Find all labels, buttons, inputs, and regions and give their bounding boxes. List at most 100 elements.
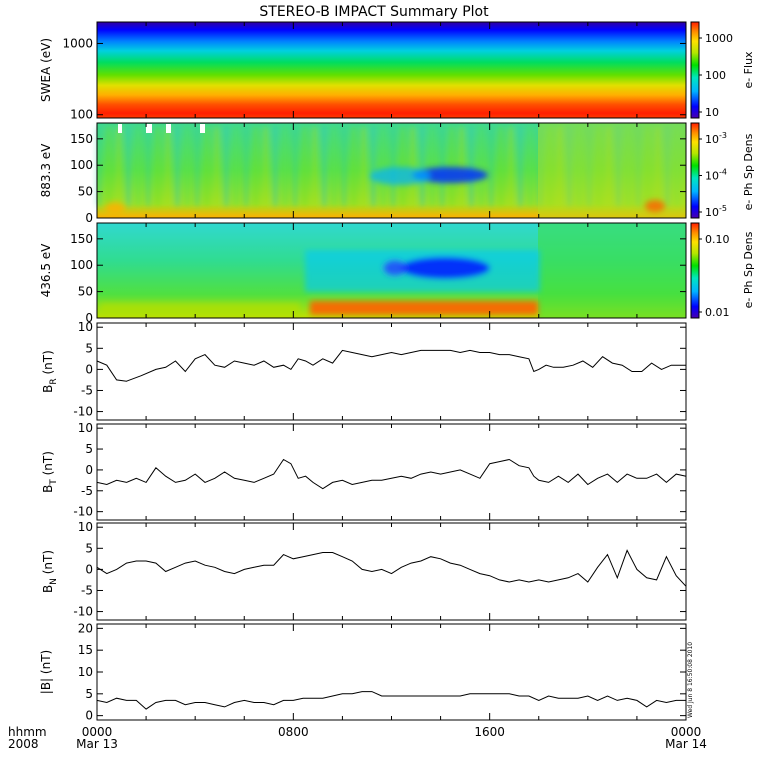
pa-883-texture-strip — [449, 127, 454, 206]
pa-436-right-region — [538, 223, 686, 318]
colorbar-tick-label: 10-3 — [705, 131, 727, 146]
x-tick-label: 0000 — [82, 725, 113, 739]
pa-883-texture-strip — [97, 127, 101, 206]
pa-883-texture-strip — [596, 127, 601, 206]
series-line — [96, 549, 687, 587]
pa-883-texture-strip — [508, 127, 513, 206]
colorbar-tick-label: 10-4 — [705, 168, 727, 183]
pa-883-texture-strip — [410, 127, 415, 206]
pa-883-texture-strip — [440, 127, 444, 206]
y-tick-label: 10 — [78, 320, 93, 334]
panel-frame — [96, 623, 687, 721]
pa-883-texture-strip — [195, 127, 199, 206]
y-tick-label: 10 — [78, 421, 93, 435]
pa-883-texture-strip — [283, 127, 288, 206]
pa-883-data-gap — [146, 124, 152, 133]
y-tick-label: 150 — [70, 232, 93, 246]
x-tick-label: 0800 — [278, 725, 309, 739]
colorbar-tick-label: 10 — [705, 106, 719, 119]
pa-883-texture-strip — [185, 127, 190, 206]
pa-883-texture-strip — [606, 127, 611, 206]
pa-883-blue-spot — [412, 167, 488, 183]
pa-883-texture-strip — [567, 127, 572, 206]
pa-883-texture-strip — [371, 127, 376, 206]
colorbar-1 — [690, 21, 700, 119]
y-tick-label: -10 — [73, 405, 93, 419]
y-tick-label: -10 — [73, 605, 93, 619]
pa-883-orange-spot — [645, 200, 665, 212]
pa-883-texture-strip — [430, 127, 435, 206]
pa-883-texture-strip — [381, 127, 386, 206]
y-tick-label: 1000 — [62, 36, 93, 50]
pa-883-texture-strip — [155, 127, 160, 206]
footer-time-label: hhmm — [8, 725, 47, 739]
swea-spectrogram-base — [97, 22, 686, 118]
pa-883-texture-strip — [244, 127, 248, 206]
x-tick-label: 1600 — [474, 725, 505, 739]
pa-883-texture-strip — [479, 127, 484, 206]
y-tick-label: 0 — [85, 211, 93, 225]
pa-883-texture-strip — [361, 127, 366, 206]
pa-883-texture-strip — [234, 127, 239, 206]
y-tick-label: 5 — [85, 442, 93, 456]
y-axis-label: BN (nT) — [41, 550, 59, 593]
pa-883-texture-strip — [538, 127, 542, 206]
pa-883-texture-strip — [587, 127, 591, 206]
pa-436-red-band — [310, 301, 538, 315]
pa-883-texture-strip — [626, 127, 631, 206]
y-axis-label: 436.5 eV — [39, 243, 53, 298]
pa-883-spots — [105, 167, 665, 214]
pa-883-texture-strip — [391, 127, 395, 206]
pa-883-texture-strip — [146, 127, 150, 206]
y-axis-label: 883.3 eV — [39, 143, 53, 198]
pa-883-texture-strip — [136, 127, 141, 206]
pa-883-data-gap — [118, 124, 122, 133]
pa-883-texture-strip — [214, 127, 219, 206]
pa-883-texture-strip — [342, 127, 346, 206]
panel-frame — [96, 522, 687, 621]
pa-883-texture-strip — [312, 127, 317, 206]
y-tick-label: 5 — [85, 541, 93, 555]
pa-883-texture-strip — [204, 127, 209, 206]
colorbar-label-flux: e- Flux — [742, 51, 755, 89]
y-tick-label: -5 — [81, 383, 93, 397]
y-tick-label: 0 — [85, 463, 93, 477]
pa-883-cyan-spot — [370, 167, 430, 185]
series-line — [96, 691, 686, 710]
pa-436-yellow-band — [100, 303, 300, 315]
pa-883-data-gap — [166, 124, 171, 133]
pa-883-texture — [97, 127, 680, 206]
footer-year-label: 2008 — [8, 737, 39, 751]
pa-883-texture-strip — [165, 127, 170, 206]
timestamp-label: Wed Jun 8 16:50:08 2010 — [687, 642, 694, 718]
pa-883-texture-strip — [577, 127, 582, 206]
pa-436-blue-spot — [383, 260, 407, 276]
y-tick-label: 0 — [85, 709, 93, 723]
pa-883-texture-strip — [126, 127, 131, 206]
pa-883-texture-strip — [655, 127, 660, 206]
spectrogram-layer — [97, 22, 686, 318]
pa-883-texture-strip — [557, 127, 562, 206]
colorbar-tick-label: 100 — [705, 69, 726, 82]
y-tick-label: 10 — [78, 520, 93, 534]
x-date-label: Mar 13 — [76, 737, 118, 751]
y-tick-label: 5 — [85, 341, 93, 355]
y-tick-label: 50 — [78, 185, 93, 199]
series-line — [96, 349, 686, 382]
y-tick-label: 15 — [78, 643, 93, 657]
y-tick-label: 5 — [85, 687, 93, 701]
y-tick-label: 100 — [70, 108, 93, 122]
pa-883-texture-strip — [675, 127, 680, 206]
pa-883-texture-strip — [528, 127, 533, 206]
y-tick-label: 50 — [78, 285, 93, 299]
y-tick-label: 0 — [85, 311, 93, 325]
y-tick-label: 10 — [78, 665, 93, 679]
pa-883-texture-strip — [332, 127, 337, 206]
pa-883-texture-strip — [293, 127, 297, 206]
pa-883-texture-strip — [498, 127, 503, 206]
y-tick-label: 0 — [85, 362, 93, 376]
pa-883-texture-strip — [302, 127, 307, 206]
y-tick-label: 100 — [70, 258, 93, 272]
pa-883-texture-strip — [645, 127, 650, 206]
colorbar-tick-label: 10-5 — [705, 204, 727, 219]
